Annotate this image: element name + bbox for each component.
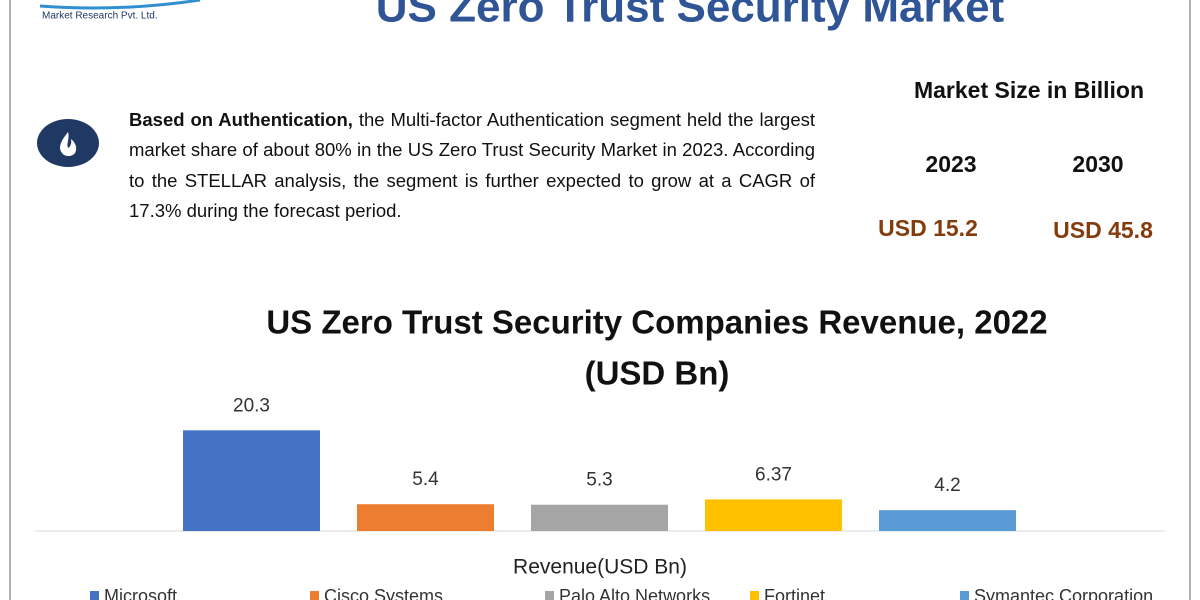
- summary-text: the Multi-factor Authentication segment …: [129, 109, 815, 222]
- logo-text: Market Research Pvt. Ltd.: [42, 11, 158, 22]
- market-size-title: Market Size in Billion: [914, 77, 1144, 103]
- icon: [37, 119, 99, 167]
- legend-swatch: [90, 591, 99, 600]
- data-label: 6.37: [755, 464, 792, 485]
- data-label: 20.3: [233, 395, 270, 416]
- market-value: USD 15.2: [878, 215, 978, 241]
- year: 2023: [925, 151, 976, 177]
- bar: [357, 504, 494, 531]
- data-label: 5.4: [412, 469, 439, 490]
- legend-label: Cisco Systems: [324, 586, 443, 600]
- legend-label: Palo Alto Networks: [559, 586, 710, 600]
- data-label: 4.2: [934, 475, 960, 496]
- x-axis-title: Revenue(USD Bn): [513, 556, 687, 579]
- page-title: US Zero Trust Security Market: [376, 0, 1005, 32]
- legend-swatch: [310, 591, 319, 600]
- bar: [531, 504, 668, 531]
- chart-title: US Zero Trust Security Companies Revenue…: [266, 304, 1047, 341]
- chart-title: (USD Bn): [585, 355, 730, 392]
- summary-lead: Based on Authentication,: [129, 109, 353, 130]
- legend-swatch: [545, 591, 554, 600]
- legend-label: Microsoft: [104, 586, 177, 600]
- data-label: 5.3: [586, 470, 612, 491]
- bar: [705, 499, 842, 531]
- market-value: USD 45.8: [1053, 217, 1153, 243]
- logo-swoosh: [39, 0, 201, 10]
- legend-label: Fortinet: [764, 586, 825, 600]
- bar: [879, 510, 1016, 531]
- legend-swatch: [960, 591, 969, 600]
- flame-icon: [60, 132, 77, 156]
- legend-label: Symantec Corporation: [974, 586, 1153, 600]
- year: 2030: [1072, 151, 1123, 177]
- bar: [183, 430, 320, 531]
- frame: [9, 0, 1191, 600]
- summary: Based on Authentication, the Multi-facto…: [129, 105, 815, 227]
- legend-swatch: [750, 591, 759, 600]
